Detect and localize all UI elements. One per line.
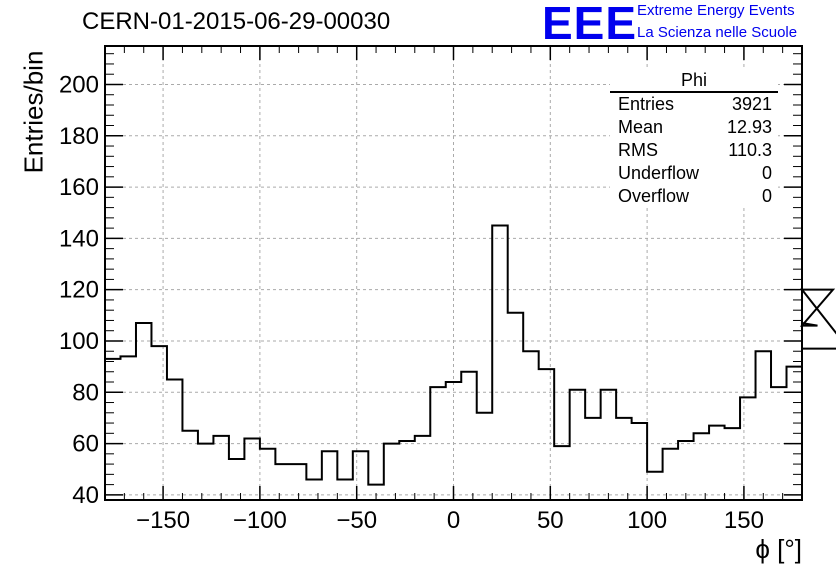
stats-row-rms: RMS 110.3 xyxy=(610,139,778,162)
stats-row-entries: Entries 3921 xyxy=(610,93,778,116)
histogram-bin xyxy=(105,359,120,500)
stats-title: Phi xyxy=(610,70,778,93)
histogram-bin xyxy=(492,226,507,500)
histogram-bin xyxy=(601,390,616,500)
histogram-bin xyxy=(554,446,569,500)
y-tick-label: 140 xyxy=(59,225,99,252)
x-tick-label: 150 xyxy=(724,507,764,534)
x-tick-labels: −150 −100 −50 0 50 100 150 xyxy=(136,507,764,534)
x-tick-label: 0 xyxy=(447,507,460,534)
histogram-bin xyxy=(632,423,647,500)
histogram-bin xyxy=(740,397,755,500)
stats-row-overflow: Overflow 0 xyxy=(610,185,778,208)
histogram-bin xyxy=(477,413,492,500)
y-tick-labels: 40 60 80 100 120 140 160 180 200 xyxy=(59,71,99,508)
eee-logo-line2: La Scienza nelle Scuole xyxy=(637,24,798,41)
histogram-bin xyxy=(260,449,275,500)
histogram-bin xyxy=(399,441,414,500)
histogram-bin xyxy=(384,444,399,500)
histogram-bin xyxy=(756,351,771,500)
x-tick-label: −100 xyxy=(233,507,287,534)
histogram-bin xyxy=(616,418,631,500)
histogram-bin xyxy=(539,369,554,500)
histogram-bin xyxy=(182,431,197,500)
y-tick-label: 100 xyxy=(59,328,99,355)
y-axis-label: Entries/bin xyxy=(18,50,49,174)
histogram-bin xyxy=(229,459,244,500)
y-tick-label: 200 xyxy=(59,71,99,98)
histogram-bin xyxy=(337,479,352,500)
y-tick-label: 80 xyxy=(72,379,99,406)
histogram-bin xyxy=(244,438,259,500)
histogram-bin xyxy=(647,472,662,500)
chart-title: CERN-01-2015-06-29-00030 xyxy=(82,8,391,35)
y-tick-label: 60 xyxy=(72,431,99,458)
histogram-bin xyxy=(306,479,321,500)
x-tick-label: −50 xyxy=(336,507,377,534)
stats-label: Mean xyxy=(618,117,664,137)
stats-value: 3921 xyxy=(731,94,772,114)
histogram-bin xyxy=(570,390,585,500)
y-tick-label: 180 xyxy=(59,123,99,150)
x-tick-label: −150 xyxy=(136,507,190,534)
stats-value: 12.93 xyxy=(726,117,772,137)
histogram-bin xyxy=(136,323,151,500)
stats-box: Phi Entries 3921 Mean 12.93 RMS 110.3 Un… xyxy=(610,70,778,208)
x-tick-label: 50 xyxy=(537,507,564,534)
histogram-bin xyxy=(709,426,724,500)
x-axis-label: ϕ [°] xyxy=(755,534,802,564)
stats-label: Entries xyxy=(618,94,675,114)
y-tick-label: 160 xyxy=(59,174,99,201)
histogram-bin xyxy=(167,379,182,500)
y-tick-label: 120 xyxy=(59,277,99,304)
histogram-outline xyxy=(105,224,836,486)
histogram-bin xyxy=(523,351,538,500)
histogram-bin xyxy=(446,382,461,500)
histogram-bin xyxy=(678,441,693,500)
histogram-bin xyxy=(663,449,678,500)
histogram-bin xyxy=(415,436,430,500)
stats-row-mean: Mean 12.93 xyxy=(610,116,778,139)
histogram-bin xyxy=(151,346,166,500)
y-tick-label: 40 xyxy=(72,482,99,509)
histogram-bin xyxy=(322,451,337,500)
histogram-bins xyxy=(105,226,802,500)
eee-logo-line1: Extreme Energy Events xyxy=(637,2,795,19)
x-tick-label: 100 xyxy=(627,507,667,534)
histogram-bin xyxy=(353,451,368,500)
axis-ticks xyxy=(105,46,802,500)
stats-value: 0 xyxy=(761,186,772,206)
histogram-bin xyxy=(461,372,476,500)
histogram-bin xyxy=(213,436,228,500)
stats-value: 0 xyxy=(761,163,772,183)
stats-label: Underflow xyxy=(618,163,700,183)
grid-lines xyxy=(105,46,802,500)
stats-label: Overflow xyxy=(618,186,690,206)
histogram-bin xyxy=(725,428,740,500)
histogram-bin xyxy=(275,464,290,500)
stats-value: 110.3 xyxy=(728,140,772,160)
stats-row-underflow: Underflow 0 xyxy=(610,162,778,185)
eee-logo: EEE xyxy=(542,0,638,49)
histogram-bin xyxy=(198,444,213,500)
histogram-bin xyxy=(120,356,135,500)
histogram-bin xyxy=(585,418,600,500)
stats-label: RMS xyxy=(618,140,658,160)
